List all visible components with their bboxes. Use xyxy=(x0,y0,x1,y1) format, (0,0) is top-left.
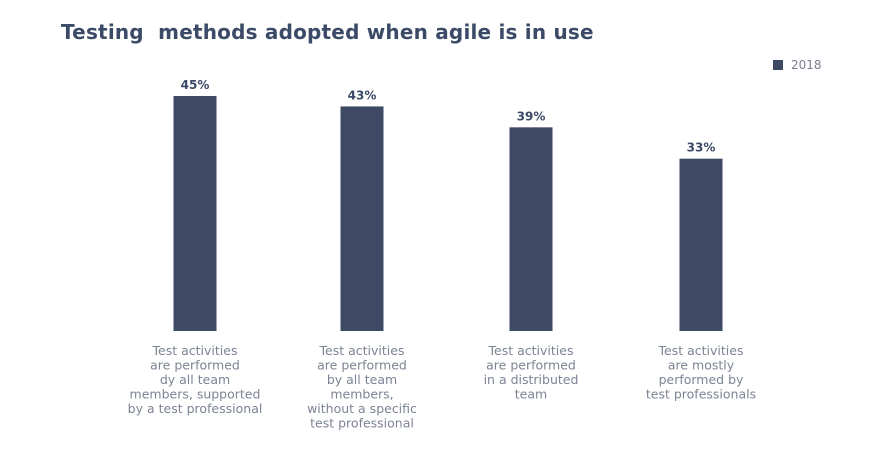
chart-title: Testing methods adopted when agile is in… xyxy=(61,20,594,44)
bar-2 xyxy=(340,106,384,331)
bar-value-label-4: 33% xyxy=(687,141,716,155)
legend-swatch xyxy=(773,60,783,70)
category-label-2: Test activities are performed by all team m… xyxy=(307,343,417,431)
bar-1 xyxy=(173,96,217,331)
legend-label: 2018 xyxy=(791,58,822,72)
bar-value-label-1: 45% xyxy=(181,78,210,92)
category-label-1: Test activities are performed dy all team m… xyxy=(128,343,263,416)
category-label-4: Test activities are mostly performed by tes… xyxy=(646,343,756,402)
legend: 2018 xyxy=(773,58,822,72)
bar-3 xyxy=(509,127,553,331)
bar-value-label-3: 39% xyxy=(517,109,546,123)
category-label-3: Test activities are performed in a distrib… xyxy=(484,343,579,402)
bar-value-label-2: 43% xyxy=(348,88,377,102)
bar-4 xyxy=(679,158,723,331)
